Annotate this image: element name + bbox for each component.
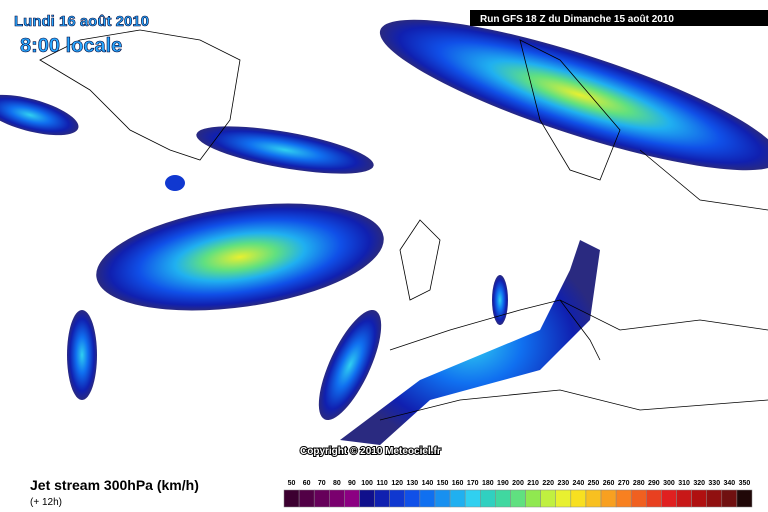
scale-label: 270	[618, 480, 630, 487]
color-scale: 50 60 70 80 90 100 110 120 130 140 150 160 170 180 190…	[283, 480, 753, 508]
scale-swatch	[721, 489, 738, 508]
scale-swatch	[540, 489, 556, 508]
scale-label: 320	[693, 480, 705, 487]
scale-label: 230	[557, 480, 569, 487]
scale-swatch	[736, 489, 753, 508]
run-banner	[470, 10, 768, 26]
scale-swatch	[283, 489, 300, 508]
scale-swatch	[525, 489, 541, 508]
scale-swatch	[449, 489, 466, 508]
scale-swatch	[630, 489, 647, 508]
scale-swatch	[359, 489, 375, 508]
scale-label: 330	[708, 480, 720, 487]
scale-label: 220	[542, 480, 554, 487]
scale-label: 210	[527, 480, 539, 487]
scale-swatch	[600, 489, 617, 508]
scale-label: 190	[497, 480, 509, 487]
scale-swatch	[434, 489, 451, 508]
scale-label: 310	[678, 480, 690, 487]
scale-swatch	[313, 489, 330, 508]
scale-label: 140	[422, 480, 434, 487]
scale-swatch	[706, 489, 723, 508]
scale-label: 180	[482, 480, 494, 487]
scale-label: 110	[376, 480, 387, 487]
scale-label: 160	[452, 480, 464, 487]
run-info: Run GFS 18 Z du Dimanche 15 août 2010	[480, 14, 674, 25]
jet-streams	[0, 19, 768, 445]
scale-label: 300	[663, 480, 675, 487]
scale-swatch	[510, 489, 526, 508]
scale-swatch	[661, 489, 677, 508]
footer-lead: (+ 12h)	[30, 497, 62, 508]
scale-label: 350	[739, 480, 751, 487]
scale-label: 100	[361, 480, 373, 487]
coastlines	[39, 29, 768, 421]
scale-swatch	[329, 489, 345, 508]
scale-swatch	[555, 489, 572, 508]
scale-label: 90	[348, 480, 356, 487]
scale-swatch	[419, 489, 436, 508]
time: 8:00 locale	[20, 35, 122, 57]
scale-label: 250	[588, 480, 600, 487]
scale-swatch	[480, 489, 496, 508]
scale-label: 120	[391, 480, 403, 487]
scale-swatch	[464, 489, 481, 508]
scale-label: 280	[633, 480, 645, 487]
scale-swatch	[495, 489, 511, 508]
scale-swatch	[404, 489, 421, 508]
scale-label: 150	[437, 480, 449, 487]
scale-label: 240	[573, 480, 585, 487]
scale-label: 340	[724, 480, 736, 487]
scale-swatch	[298, 489, 315, 508]
footer-title: Jet stream 300hPa (km/h)	[30, 477, 199, 493]
scale-swatch	[691, 489, 707, 508]
scale-swatch	[570, 489, 587, 508]
scale-swatch	[615, 489, 632, 508]
scale-label: 80	[333, 480, 341, 487]
scale-swatch	[374, 489, 390, 508]
date: Lundi 16 août 2010	[14, 13, 149, 30]
copyright: Copyright © 2010 Meteociel.fr	[300, 446, 441, 457]
scale-swatch	[389, 489, 406, 508]
scale-label: 200	[512, 480, 524, 487]
scale-swatch	[646, 489, 662, 508]
scale-label: 70	[318, 480, 326, 487]
scale-label: 50	[288, 480, 296, 487]
scale-label: 130	[406, 480, 418, 487]
scale-label: 290	[648, 480, 660, 487]
scale-label: 60	[303, 480, 311, 487]
scale-label: 260	[603, 480, 615, 487]
scale-swatch	[344, 489, 360, 508]
scale-swatch	[585, 489, 602, 508]
scale-label: 170	[467, 480, 479, 487]
scale-swatch	[676, 489, 692, 508]
